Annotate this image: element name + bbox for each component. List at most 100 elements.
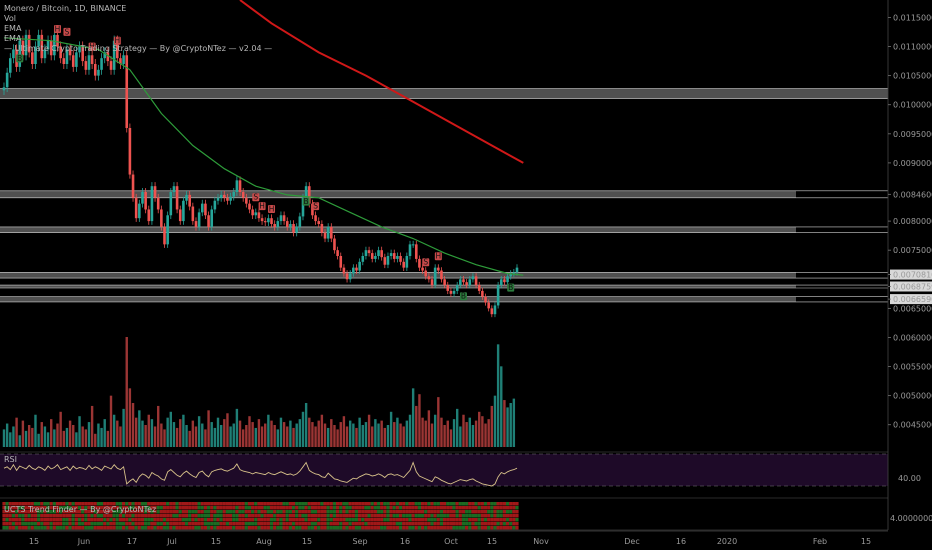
trend-cell [273,502,277,506]
trend-cell [329,522,333,526]
candle-body [260,218,264,222]
trend-cell [320,514,324,518]
candle-body [84,61,88,70]
ema-legend-2[interactable]: EMA [4,34,22,43]
trend-cell [181,514,185,518]
trend-cell [188,522,192,526]
trend-cell [304,526,308,530]
trend-cell [172,514,176,518]
trend-cell [351,502,355,506]
trend-cell [443,526,447,530]
time-axis[interactable]: 15 Jun 17 Jul 15 Aug 15 Sep 16 Oct 15 Nov Dec 16 2020 F… [0,530,888,546]
trend-cell [14,510,19,514]
trend-cell [395,518,400,522]
trend-cell [336,522,340,526]
trend-cell [106,502,110,506]
candle-body [440,270,443,280]
trend-cell [332,514,337,518]
trend-cell [392,522,396,526]
trend-cell [62,526,66,530]
candle-body [301,197,305,217]
trend-cell [62,522,66,526]
price-tick: 0.00600000 [893,333,932,342]
time-tick: 15 [29,537,39,546]
trend-cell [348,514,352,518]
trend-cell [59,502,63,506]
trend-cell [465,514,469,518]
trend-cell [49,526,53,530]
rsi-legend[interactable]: RSI [4,455,17,464]
trend-cell [465,522,469,526]
volume-bar [245,425,248,447]
trend-cell [11,518,16,522]
vol-legend[interactable]: Vol [4,14,16,23]
trend-cell [298,514,302,518]
price-axis[interactable]: 0.011500000.011000000.010500000.01000000… [887,0,932,530]
trend-cell [166,526,170,530]
candle-body [56,34,59,47]
trend-cell [351,510,355,514]
trend-cell [326,518,330,522]
candle-body [352,267,355,274]
trend-cell [74,518,78,522]
rsi-pane [0,451,888,499]
candle-body [251,209,254,216]
trend-cell [291,502,296,506]
trend-cell [468,526,472,530]
trend-cell [320,518,324,522]
trend-cell [411,522,415,526]
price-tag [890,281,932,292]
trend-cell [159,506,163,510]
trend-cell [103,510,107,514]
trend-cell [134,510,138,514]
trend-cell [449,510,453,514]
trend-cell [52,522,56,526]
trend-cell [273,518,277,522]
trend-cell [65,522,69,526]
trend-cell [336,514,340,518]
trend-cell [169,506,173,510]
trend-cell [206,506,211,510]
candle-body [226,197,229,201]
trend-cell [181,510,185,514]
ema-legend-1[interactable]: EMA [4,24,22,33]
trend-cell [93,502,97,506]
candle-body [411,244,415,246]
trend-cell [452,506,456,510]
volume-bar [481,416,484,447]
trend-cell [273,506,277,510]
volume-bar [81,426,84,447]
trend-cell [443,518,447,522]
candle-body [65,49,69,64]
trend-cell [424,510,428,514]
trend-cell [200,526,204,530]
trend-cell [11,522,16,526]
candle-body [160,209,163,227]
trend-cell [216,502,220,506]
trend-cell [398,502,403,506]
strategy-legend[interactable]: — Ultimate Crypto Trading Strategy — By … [4,44,273,53]
trend-cell [326,514,330,518]
candle-body [34,46,37,64]
trend-cell [326,526,330,530]
candle-body [465,282,468,286]
trend-cell [49,502,53,506]
trend-cell [106,518,110,522]
trend-cell [288,522,292,526]
trend-cell [30,510,34,514]
trend-cell [150,518,154,522]
candle-body [90,55,94,64]
candle-body [273,224,276,227]
symbol-title[interactable]: Monero / Bitcoin, 1D, BINANCE [4,4,127,13]
trend-cell [257,518,261,522]
ema-slow-line [239,0,524,164]
candle-body [213,200,217,210]
volume-bar [377,423,380,447]
trend-cell [364,514,368,518]
candle-body [342,267,346,274]
trend-cell [33,514,38,518]
trend-cell [373,526,377,530]
candle-body [204,203,207,216]
trend-legend[interactable]: UCTS Trend Finder — By @CryptoNTez [4,505,157,514]
